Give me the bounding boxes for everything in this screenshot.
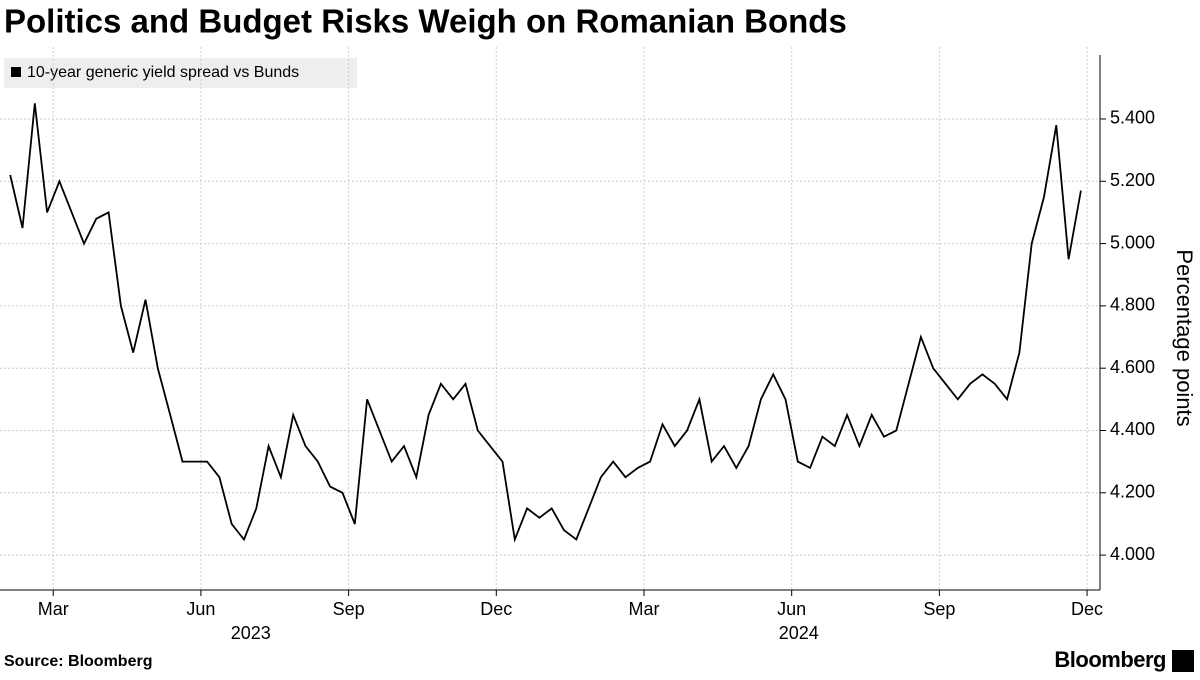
- chart-title: Politics and Budget Risks Weigh on Roman…: [4, 3, 847, 40]
- legend-swatch: [11, 67, 21, 77]
- x-tick-label: Sep: [333, 599, 365, 619]
- y-tick-label: 5.400: [1110, 108, 1155, 128]
- y-tick-label: 4.800: [1110, 295, 1155, 315]
- y-axis-label: Percentage points: [1172, 249, 1197, 426]
- y-tick-label: 4.200: [1110, 482, 1155, 502]
- x-tick-label: Jun: [186, 599, 215, 619]
- y-tick-label: 4.400: [1110, 419, 1155, 439]
- y-tick-label: 5.000: [1110, 232, 1155, 252]
- x-tick-label: Sep: [923, 599, 955, 619]
- y-tick-label: 4.000: [1110, 544, 1155, 564]
- legend-label: 10-year generic yield spread vs Bunds: [27, 64, 299, 81]
- legend: [4, 58, 357, 88]
- brand-icon: [1172, 650, 1194, 672]
- year-label: 2024: [779, 623, 819, 643]
- x-tick-label: Mar: [628, 599, 659, 619]
- year-label: 2023: [231, 623, 271, 643]
- x-tick-label: Dec: [1071, 599, 1103, 619]
- brand: Bloomberg: [1054, 647, 1166, 672]
- y-tick-label: 4.600: [1110, 357, 1155, 377]
- line-series: [9, 103, 1082, 543]
- source: Source: Bloomberg: [4, 653, 152, 670]
- y-tick-label: 5.200: [1110, 170, 1155, 190]
- x-tick-label: Jun: [777, 599, 806, 619]
- x-tick-label: Mar: [38, 599, 69, 619]
- x-tick-label: Dec: [480, 599, 512, 619]
